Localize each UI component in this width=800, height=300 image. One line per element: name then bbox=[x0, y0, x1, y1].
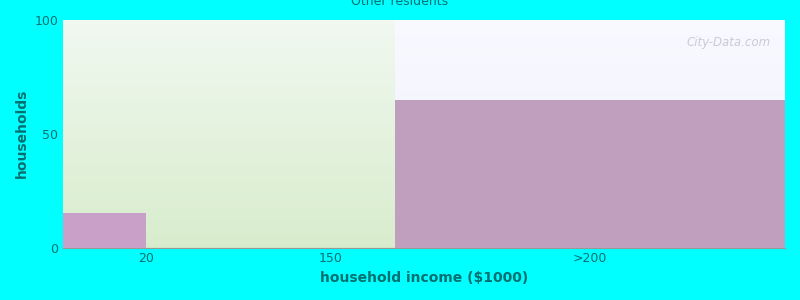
X-axis label: household income ($1000): household income ($1000) bbox=[320, 271, 528, 285]
Bar bbox=[395, 100, 785, 248]
Y-axis label: households: households bbox=[15, 89, 29, 178]
Bar bbox=[63, 213, 146, 247]
Text: City-Data.com: City-Data.com bbox=[686, 36, 770, 49]
Text: Other residents: Other residents bbox=[351, 0, 449, 8]
